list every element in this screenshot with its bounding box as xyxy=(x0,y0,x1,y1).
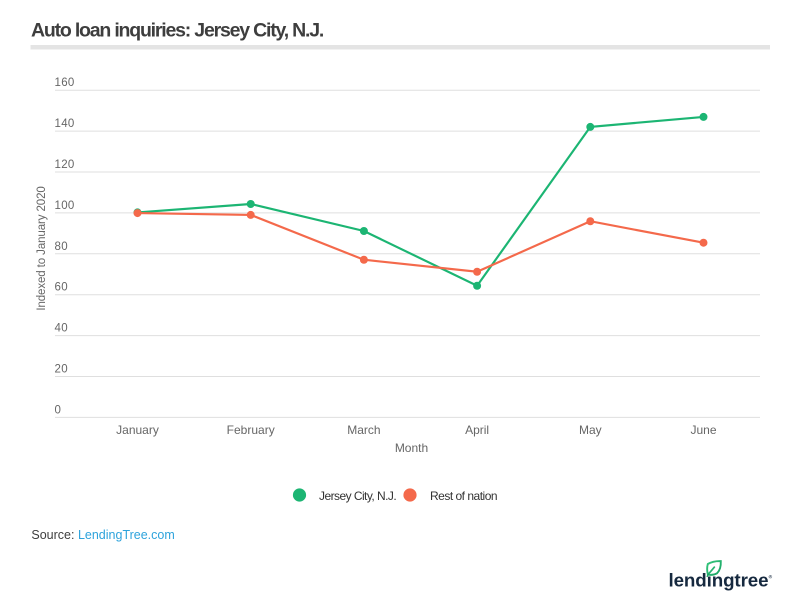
svg-text:May: May xyxy=(579,423,602,437)
svg-text:Auto loan inquiries: Jersey Ci: Auto loan inquiries: Jersey City, N.J. xyxy=(31,20,324,42)
svg-text:20: 20 xyxy=(55,364,68,376)
svg-text:160: 160 xyxy=(55,77,75,89)
svg-text:60: 60 xyxy=(55,282,68,294)
svg-text:120: 120 xyxy=(55,159,75,171)
svg-text:0: 0 xyxy=(55,404,62,416)
svg-text:Indexed to January 2020: Indexed to January 2020 xyxy=(36,186,48,310)
svg-text:February: February xyxy=(227,423,275,437)
svg-text:March: March xyxy=(347,423,380,437)
svg-text:®: ® xyxy=(769,573,773,580)
svg-text:100: 100 xyxy=(55,200,75,212)
svg-text:April: April xyxy=(465,423,489,437)
svg-text:Rest of nation: Rest of nation xyxy=(430,489,497,503)
svg-text:Month: Month xyxy=(395,441,428,455)
svg-text:80: 80 xyxy=(55,241,68,253)
svg-text:40: 40 xyxy=(55,323,68,335)
svg-text:January: January xyxy=(116,423,159,437)
svg-text:140: 140 xyxy=(55,118,75,130)
svg-text:lendıngtree: lendıngtree xyxy=(669,570,769,591)
svg-text:June: June xyxy=(690,423,716,437)
svg-text:Source: LendingTree.com: Source: LendingTree.com xyxy=(31,528,174,542)
svg-text:Jersey City, N.J.: Jersey City, N.J. xyxy=(319,489,396,503)
